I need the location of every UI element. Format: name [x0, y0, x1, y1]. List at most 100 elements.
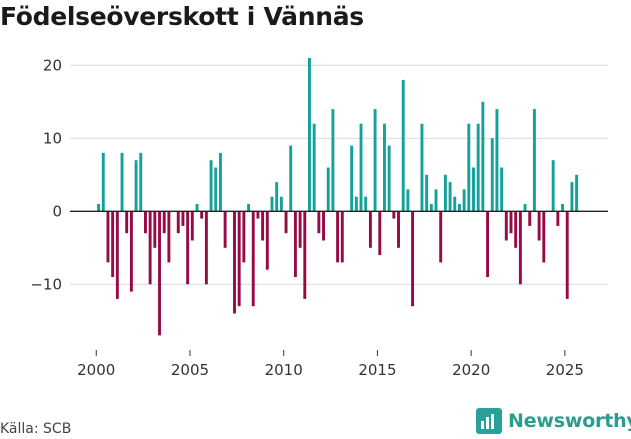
newsworthy-bars-icon — [476, 408, 502, 434]
x-tick-label: 2010 — [265, 361, 303, 379]
bar — [209, 160, 213, 212]
bar — [101, 152, 105, 212]
bar — [148, 211, 152, 285]
bar — [289, 145, 293, 212]
y-tick-label: 10 — [43, 129, 62, 147]
bar — [387, 145, 391, 212]
bar — [561, 204, 564, 212]
bar — [275, 182, 279, 212]
bar — [129, 211, 133, 292]
bar — [312, 123, 316, 212]
x-tick-label: 2015 — [358, 361, 396, 379]
bar — [134, 160, 138, 212]
bar — [509, 211, 513, 234]
bar — [551, 160, 555, 212]
bar — [233, 211, 236, 314]
bar — [476, 123, 480, 212]
bar — [298, 211, 302, 248]
bar — [481, 101, 485, 212]
bar — [139, 152, 143, 212]
bar — [336, 211, 340, 263]
bar — [218, 152, 222, 212]
y-tick-label: 0 — [52, 202, 62, 220]
chart-title: Födelseöverskott i Vännäs — [0, 2, 364, 31]
bar — [518, 211, 522, 285]
bar — [326, 167, 330, 212]
bar — [190, 211, 194, 241]
bar — [467, 123, 471, 212]
bar — [106, 211, 110, 263]
bar — [368, 211, 372, 248]
bar — [340, 211, 344, 263]
bar — [308, 58, 311, 212]
bar — [115, 211, 119, 299]
bar — [200, 211, 204, 219]
bar — [256, 211, 260, 219]
bar — [411, 211, 415, 307]
bar — [111, 211, 115, 277]
bar — [144, 211, 147, 234]
bar — [439, 211, 443, 263]
bar — [247, 204, 251, 212]
bar — [265, 211, 269, 270]
bar — [186, 211, 190, 285]
bar — [331, 109, 335, 212]
bar — [565, 211, 569, 299]
bar — [261, 211, 265, 241]
bar — [537, 211, 541, 241]
bar — [397, 211, 400, 248]
bar — [153, 211, 157, 248]
y-axis-labels: 20 10 0 −10 — [30, 56, 62, 293]
bar — [214, 167, 218, 212]
bar — [204, 211, 208, 285]
bar — [181, 211, 185, 226]
bar — [504, 211, 508, 241]
bar — [462, 189, 466, 212]
bar — [279, 196, 283, 212]
bar — [570, 182, 574, 212]
y-tick-label: −10 — [30, 275, 62, 293]
bar — [293, 211, 297, 277]
bar — [542, 211, 546, 263]
bar — [158, 211, 161, 336]
bar — [575, 174, 579, 212]
bar — [176, 211, 180, 234]
x-tick-label: 2020 — [452, 361, 490, 379]
bar — [448, 182, 452, 212]
bar — [364, 196, 368, 212]
bar — [270, 196, 274, 212]
bar — [523, 204, 527, 212]
x-axis: 2000 2005 2010 2015 2020 2025 — [77, 350, 584, 379]
bars — [97, 58, 579, 336]
bar — [322, 211, 325, 241]
bar — [383, 123, 386, 212]
bar — [359, 123, 363, 212]
source-note: Källa: SCB — [0, 421, 72, 437]
bar — [242, 211, 246, 263]
bar — [251, 211, 255, 307]
bar — [457, 204, 461, 212]
bar — [514, 211, 518, 248]
newsworthy-logo[interactable]: Newsworthy — [476, 408, 631, 434]
bar — [162, 211, 166, 234]
bar — [528, 211, 532, 226]
bar — [354, 196, 358, 212]
bar — [317, 211, 321, 234]
x-tick-label: 2005 — [171, 361, 209, 379]
bar — [556, 211, 560, 226]
bar — [443, 174, 447, 212]
bar — [425, 174, 429, 212]
bar — [495, 109, 499, 212]
bar — [486, 211, 490, 277]
bar — [453, 196, 457, 212]
bar — [490, 138, 494, 212]
bar — [125, 211, 129, 234]
bar — [373, 109, 377, 212]
bar — [500, 167, 504, 212]
bar — [406, 189, 410, 212]
bar — [401, 79, 405, 212]
bar — [378, 211, 382, 256]
bar — [195, 204, 199, 212]
bar — [392, 211, 396, 219]
bar — [434, 189, 438, 212]
